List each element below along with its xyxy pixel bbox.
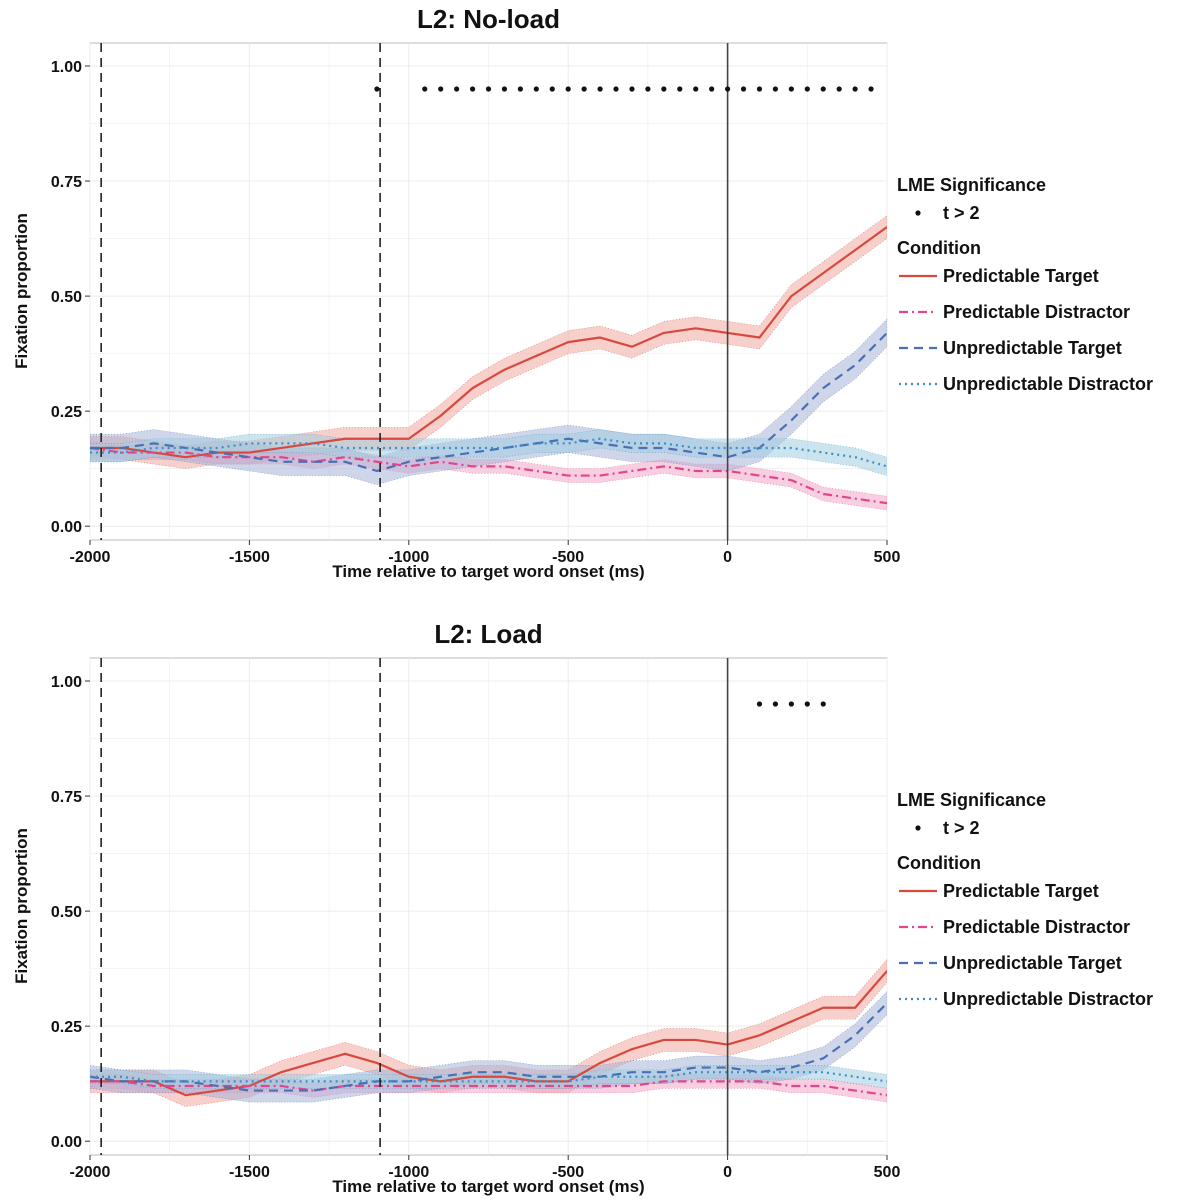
significance-dot — [852, 86, 858, 92]
legend-significance-title: LME Significance — [897, 175, 1046, 195]
chart-title: L2: Load — [434, 619, 542, 649]
legend-label: Predictable Target — [943, 881, 1099, 901]
x-axis-label: Time relative to target word onset (ms) — [332, 1177, 644, 1196]
x-axis-label: Time relative to target word onset (ms) — [332, 562, 644, 581]
significance-dot — [374, 86, 380, 92]
chart-title: L2: No-load — [417, 4, 560, 34]
chart-panel-1: L2: No-load 0.00 0.25 0.50 0.75 1.00 -2000 -150… — [12, 4, 1153, 581]
series-line — [90, 446, 887, 505]
series-group — [90, 958, 887, 1107]
series-line — [90, 226, 887, 459]
x-tick-label: 0 — [723, 1164, 732, 1181]
legend-condition-title: Condition — [897, 238, 981, 258]
significance-dot — [709, 86, 715, 92]
y-tick-label: 1.00 — [51, 59, 82, 76]
y-axis-label: Fixation proportion — [12, 828, 31, 984]
significance-dot — [597, 86, 603, 92]
significance-dot — [549, 86, 555, 92]
significance-dot — [533, 86, 539, 92]
significance-dot — [788, 86, 794, 92]
significance-dot — [677, 86, 683, 92]
significance-dot — [868, 86, 874, 92]
y-tick-label: 0.25 — [51, 1019, 82, 1036]
significance-dot — [820, 86, 826, 92]
legend-label: Predictable Distractor — [943, 917, 1130, 937]
x-tick-label: -1000 — [388, 1164, 429, 1181]
x-tick-label: -1500 — [229, 1164, 270, 1181]
significance-dot — [820, 701, 826, 707]
y-axis-label: Fixation proportion — [12, 213, 31, 369]
legend-significance-label: t > 2 — [943, 818, 980, 838]
significance-dot — [629, 86, 635, 92]
legend-significance-label: t > 2 — [943, 203, 980, 223]
legend-significance-title: LME Significance — [897, 790, 1046, 810]
y-tick-label: 0.00 — [51, 519, 82, 536]
significance-dot — [581, 86, 587, 92]
legend-label: Unpredictable Target — [943, 338, 1122, 358]
legend-label: Unpredictable Distractor — [943, 989, 1153, 1009]
series-line — [90, 1071, 887, 1083]
x-tick-label: 500 — [874, 1164, 901, 1181]
legend-label: Predictable Distractor — [943, 302, 1130, 322]
significance-dot — [772, 701, 779, 707]
significance-dot — [661, 86, 667, 92]
legend-significance-dot — [915, 210, 921, 216]
legend-label: Predictable Target — [943, 266, 1099, 286]
significance-dot — [756, 86, 763, 92]
significance-dot — [788, 701, 794, 707]
y-tick-label: 0.25 — [51, 404, 82, 421]
y-tick-label: 0.50 — [51, 289, 82, 306]
significance-dot — [740, 86, 747, 92]
series-line — [90, 970, 887, 1097]
x-tick-label: -1500 — [229, 549, 270, 566]
x-tick-label: -2000 — [70, 549, 111, 566]
significance-dot — [454, 86, 460, 92]
significance-dot — [485, 86, 492, 92]
x-tick-label: -500 — [552, 549, 584, 566]
x-tick-label: -2000 — [70, 1164, 111, 1181]
significance-dot — [836, 86, 842, 92]
chart-panel-2: L2: Load 0.00 0.25 0.50 0.75 1.00 -2000 -1500 -1… — [12, 619, 1153, 1196]
series-line — [90, 437, 887, 468]
significance-dot — [517, 86, 523, 92]
significance-dot — [804, 86, 810, 92]
series-line — [90, 1002, 887, 1092]
legend-condition-title: Condition — [897, 853, 981, 873]
significance-dot — [693, 86, 699, 92]
y-tick-label: 0.00 — [51, 1134, 82, 1151]
significance-dot — [613, 86, 619, 92]
y-tick-label: 0.50 — [51, 904, 82, 921]
x-tick-label: 0 — [723, 549, 732, 566]
y-tick-label: 1.00 — [51, 674, 82, 691]
series-line — [90, 1080, 887, 1097]
legend-label: Unpredictable Target — [943, 953, 1122, 973]
x-tick-label: -500 — [552, 1164, 584, 1181]
significance-dot — [501, 86, 508, 92]
y-tick-label: 0.75 — [51, 174, 82, 191]
significance-dot — [645, 86, 651, 92]
x-tick-label: 500 — [874, 549, 901, 566]
y-tick-label: 0.75 — [51, 789, 82, 806]
legend-label: Unpredictable Distractor — [943, 374, 1153, 394]
significance-dot — [772, 86, 779, 92]
significance-dot — [422, 86, 428, 92]
significance-dot — [469, 86, 476, 92]
legend: LME Significance t > 2 Condition Predictabl… — [897, 175, 1153, 394]
significance-dot — [804, 701, 810, 707]
legend: LME Significance t > 2 Condition Predictabl… — [897, 790, 1153, 1009]
significance-dot — [725, 86, 731, 92]
significance-dot — [565, 86, 571, 92]
x-tick-label: -1000 — [388, 549, 429, 566]
significance-dot — [438, 86, 444, 92]
significance-dot — [756, 701, 763, 707]
confidence-band — [90, 429, 887, 476]
legend-significance-dot — [915, 825, 921, 831]
